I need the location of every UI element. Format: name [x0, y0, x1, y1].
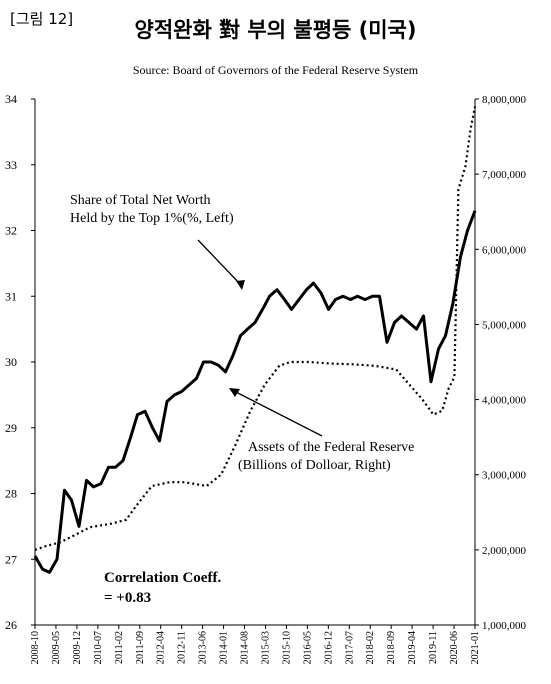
- annotation-top1-line1: Share of Total Net Worth: [70, 193, 210, 208]
- x-tick-label: 2021-01: [470, 631, 481, 664]
- x-tick-label: 2015-10: [281, 631, 292, 664]
- x-tick-label: 2010-07: [93, 631, 104, 664]
- chart-annotations: Share of Total Net Worth Held by the Top…: [70, 193, 414, 606]
- x-tick-label: 2009-12: [72, 631, 83, 664]
- annotation-top1-line2: Held by the Top 1%(%, Left): [70, 211, 234, 226]
- left-tick-label: 32: [5, 224, 17, 238]
- annotation-fed-line2: (Billions of Dolloar, Right): [238, 458, 391, 473]
- chart-ticks: 26 27 28 29 30 31 32 33 34 1,000,000 2,000,000 3,00…: [5, 92, 527, 664]
- right-tick-label: 1,000,000: [482, 620, 527, 632]
- chart-subtitle: Source: Board of Governors of the Federa…: [132, 63, 419, 77]
- arrow-fed-line: [233, 390, 323, 437]
- arrow-top1-line: [197, 239, 243, 287]
- left-tick-label: 27: [5, 552, 17, 566]
- right-tick-label: 6,000,000: [482, 244, 527, 256]
- left-tick-label: 31: [5, 289, 17, 303]
- left-tick-label: 33: [5, 158, 17, 172]
- left-tick-label: 28: [5, 487, 17, 501]
- x-tick-label: 2017-07: [344, 631, 355, 664]
- left-tick-label: 26: [5, 618, 17, 632]
- x-tick-label: 2011-09: [135, 631, 146, 664]
- series-fed-assets-line: [34, 106, 477, 551]
- left-tick-label: 29: [5, 421, 17, 435]
- x-tick-label: 2014-01: [219, 631, 230, 664]
- chart-axes: [34, 99, 476, 626]
- x-tick-label: 2016-05: [302, 631, 313, 664]
- x-tick-label: 2014-08: [240, 631, 251, 664]
- annotation-corr-line2: = +0.83: [104, 590, 151, 606]
- chart-series: [33, 106, 477, 574]
- x-tick-label: 2016-12: [323, 631, 334, 664]
- right-tick-label: 8,000,000: [482, 94, 527, 106]
- left-tick-label: 30: [5, 355, 17, 369]
- x-tick-label: 2015-03: [260, 631, 271, 664]
- annotation-corr-line1: Correlation Coeff.: [104, 570, 221, 586]
- arrow-fed-head: [229, 388, 240, 397]
- x-tick-label: 2018-02: [365, 631, 376, 664]
- right-tick-label: 2,000,000: [482, 545, 527, 557]
- x-tick-label: 2019-11: [428, 631, 439, 664]
- x-tick-label: 2020-06: [449, 631, 460, 664]
- right-tick-label: 5,000,000: [482, 319, 527, 331]
- arrow-top1-head: [236, 280, 245, 290]
- x-tick-label: 2019-04: [407, 631, 418, 664]
- annotation-fed-line1: Assets of the Federal Reserve: [248, 440, 414, 455]
- right-tick-label: 7,000,000: [482, 169, 527, 181]
- left-tick-label: 34: [5, 92, 17, 106]
- x-tick-label: 2008-10: [30, 631, 41, 664]
- x-tick-label: 2012-04: [156, 631, 167, 664]
- x-tick-label: 2013-06: [198, 631, 209, 664]
- right-tick-label: 4,000,000: [482, 395, 527, 407]
- series-top1-share-line: [33, 210, 477, 574]
- x-tick-label: 2018-09: [386, 631, 397, 664]
- x-tick-label: 2011-02: [114, 631, 125, 664]
- chart-title: 양적완화 對 부의 불평등 (미국): [134, 18, 417, 42]
- x-tick-label: 2012-11: [177, 631, 188, 664]
- figure-tag: [그림 12]: [10, 10, 74, 28]
- x-tick-label: 2009-05: [51, 631, 62, 664]
- right-tick-label: 3,000,000: [482, 470, 527, 482]
